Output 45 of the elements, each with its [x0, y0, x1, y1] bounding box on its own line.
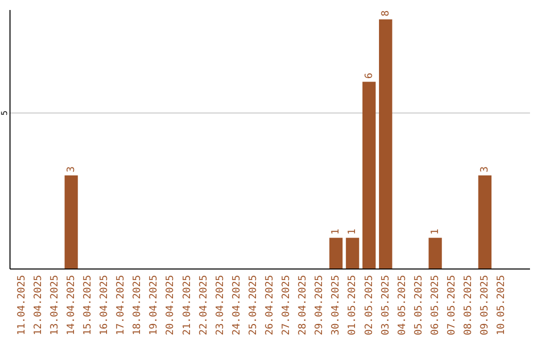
x-tick-label: 28.04.2025: [298, 275, 309, 336]
data-label: 3: [480, 166, 491, 172]
x-tick-label: 09.05.2025: [480, 275, 491, 336]
x-tick-label: 25.04.2025: [248, 275, 259, 336]
bar: [428, 238, 442, 269]
data-label: 1: [330, 228, 342, 235]
x-tick-label: 02.05.2025: [364, 275, 375, 336]
x-tick-label: 24.04.2025: [231, 275, 242, 336]
data-label: 6: [364, 72, 375, 79]
x-tick-label: 26.04.2025: [264, 275, 276, 336]
bar: [478, 175, 492, 269]
x-tick-label: 16.04.2025: [99, 275, 110, 336]
x-tick-label: 06.05.2025: [430, 275, 441, 336]
x-tick-label: 30.04.2025: [330, 275, 342, 336]
x-tick-label: 20.04.2025: [165, 275, 176, 336]
bar: [64, 175, 78, 269]
x-tick-label: 01.05.2025: [347, 275, 358, 336]
x-tick-label: 18.04.2025: [132, 275, 144, 336]
x-tick-label: 15.04.2025: [82, 275, 94, 336]
x-tick-label: 07.05.2025: [446, 275, 458, 336]
x-tick-label: 04.05.2025: [396, 275, 408, 336]
data-label: 8: [380, 10, 392, 16]
data-label: 1: [430, 228, 441, 235]
data-label: 3: [66, 166, 77, 172]
y-tick-label: 5: [0, 110, 9, 116]
x-tick-label: 10.05.2025: [496, 275, 508, 336]
bar: [329, 238, 343, 269]
x-tick-label: 12.04.2025: [32, 275, 44, 336]
x-tick-label: 03.05.2025: [380, 275, 392, 336]
x-tick-label: 22.04.2025: [198, 275, 210, 336]
x-tick-label: 19.04.2025: [148, 275, 160, 336]
x-tick-label: 08.05.2025: [463, 275, 474, 336]
data-label: 1: [347, 228, 358, 235]
x-tick-label: 11.04.2025: [16, 275, 28, 336]
bar: [378, 19, 392, 269]
x-tick-label: 23.04.2025: [214, 275, 226, 336]
x-tick-label: 14.04.2025: [66, 275, 77, 336]
bar: [346, 238, 360, 269]
x-tick-label: 27.04.2025: [281, 275, 292, 336]
x-tick-label: 13.04.2025: [49, 275, 60, 336]
x-tick-label: 21.04.2025: [182, 275, 193, 336]
x-tick-label: 17.04.2025: [116, 275, 127, 336]
bar: [362, 82, 376, 269]
x-tick-label: 29.04.2025: [314, 275, 326, 336]
x-tick-label: 05.05.2025: [413, 275, 424, 336]
